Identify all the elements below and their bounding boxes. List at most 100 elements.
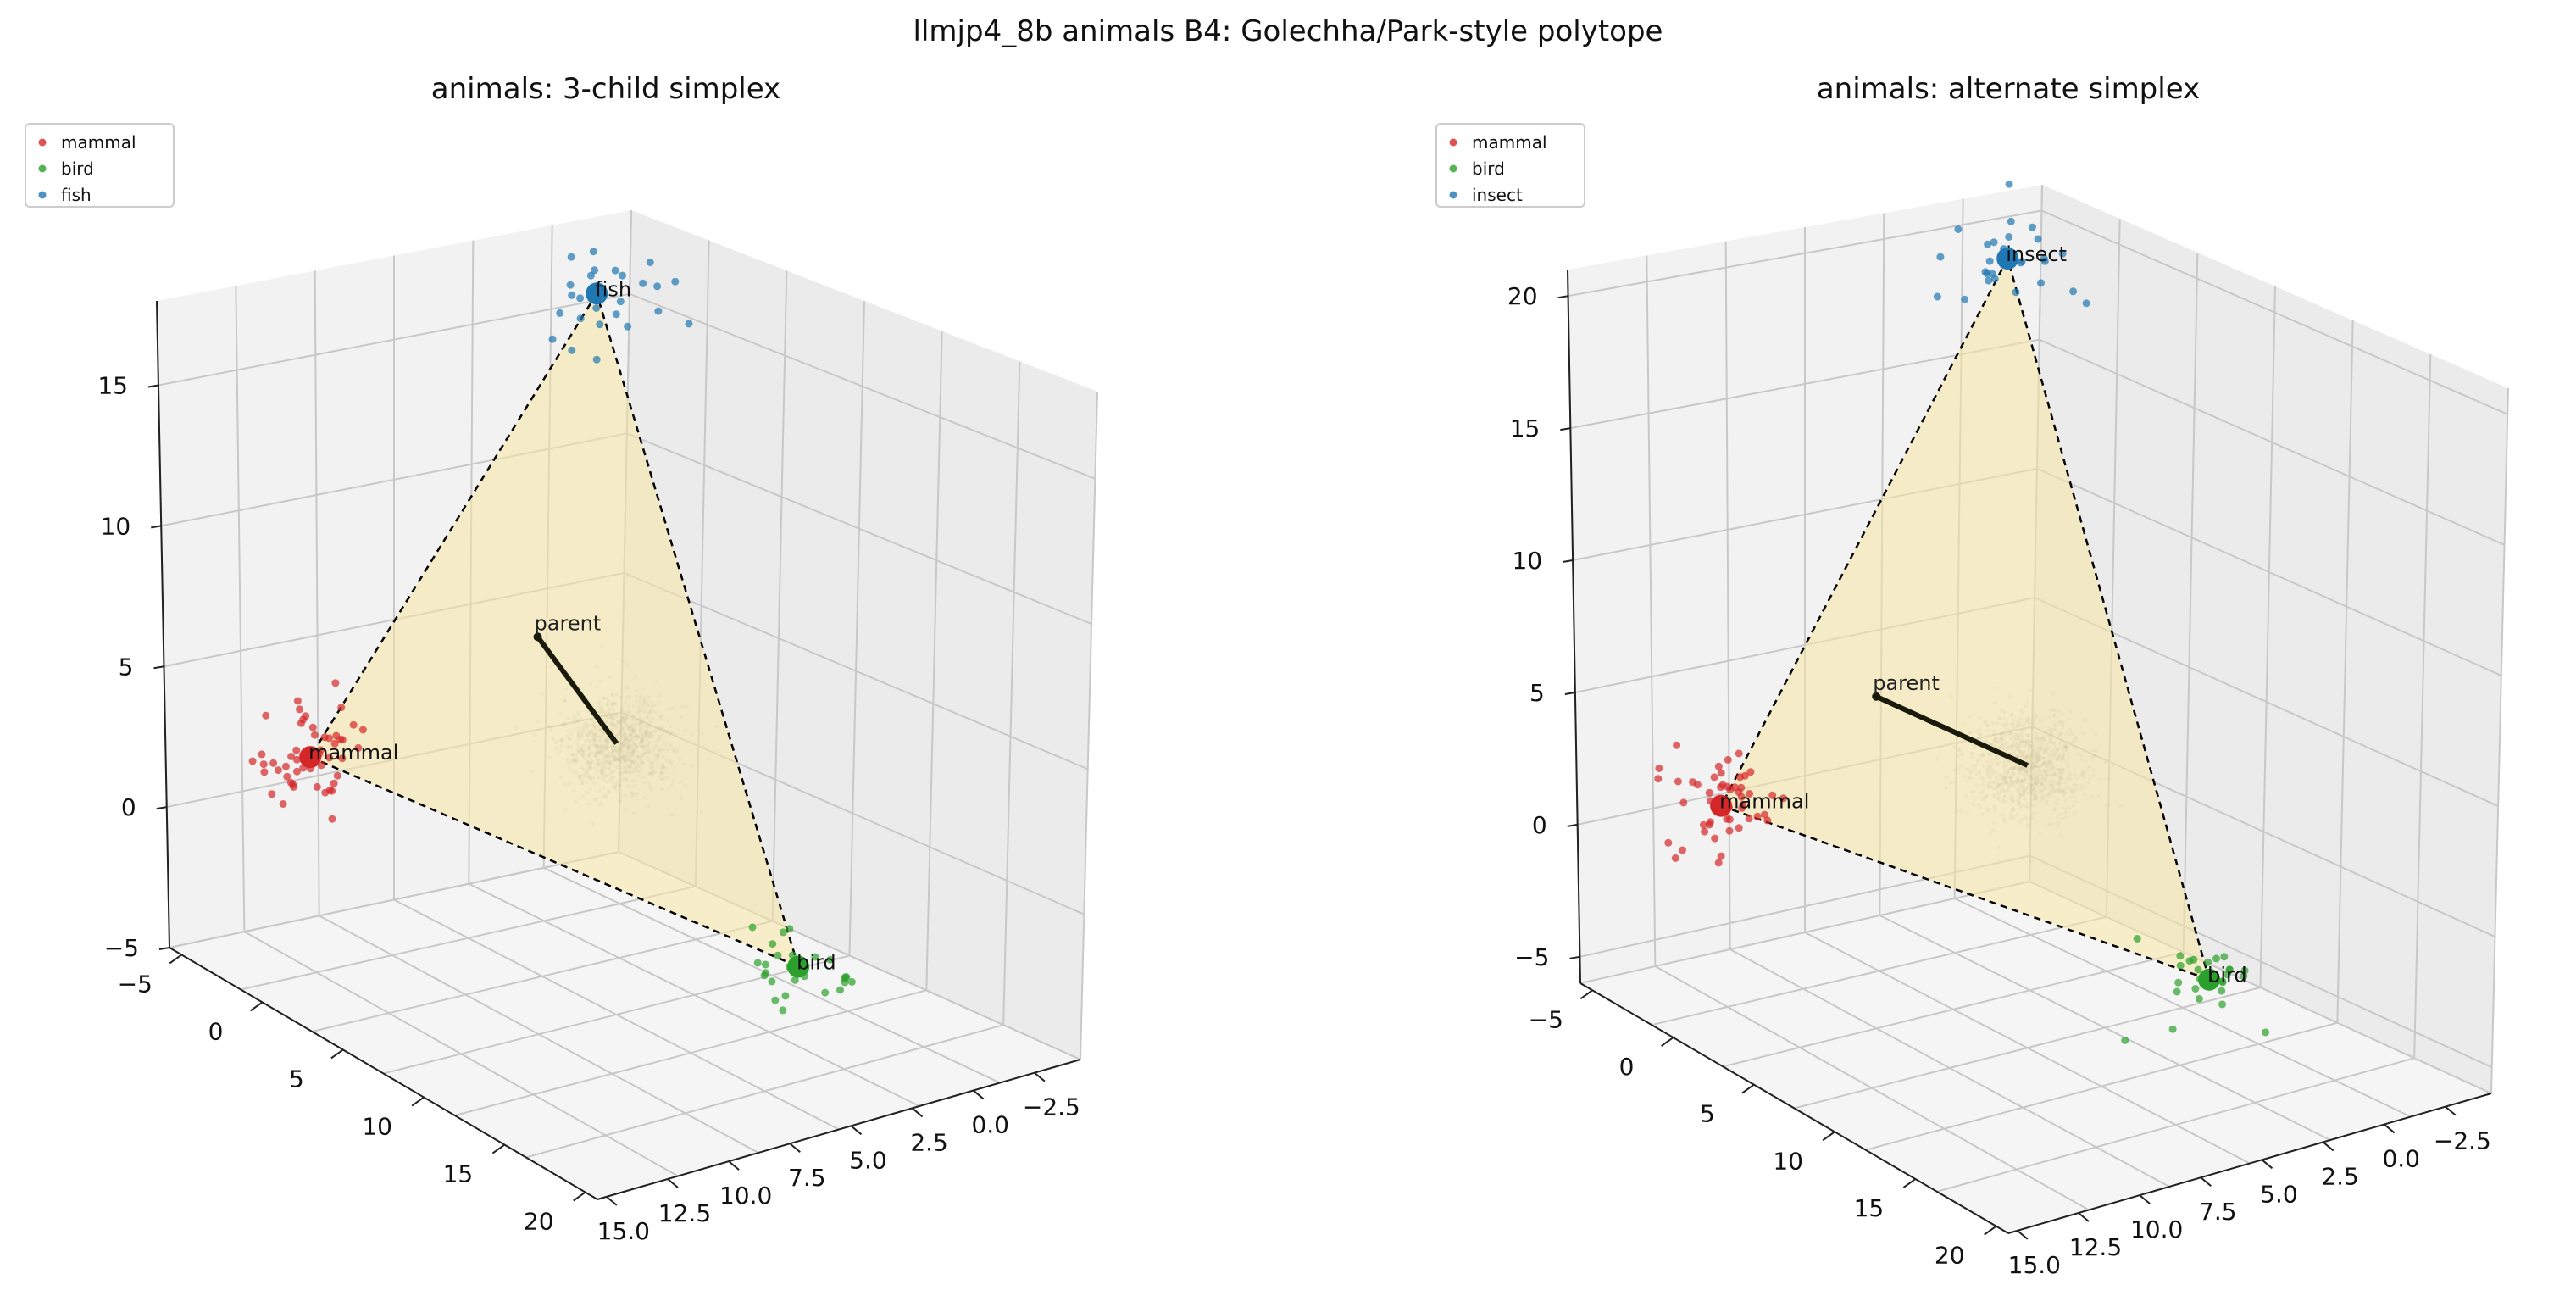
bird-point [2121,1036,2129,1044]
y-tick [1984,1225,1997,1236]
bird-point [2195,994,2203,1003]
insect-point [1933,292,1941,301]
mammal-point [310,731,319,739]
mammal-point [286,778,295,787]
fish-point [612,310,620,319]
legend-box [1435,123,1585,208]
vertex-label-bird: bird [2207,964,2247,987]
y-tick-label: 0 [1619,1053,1635,1081]
simplex-edge [309,756,799,968]
mammal-point [292,746,301,754]
insect-point [2058,249,2067,258]
mammal-point [1711,834,1719,843]
mammal-point [1655,765,1663,772]
bird-point [2176,952,2185,960]
z-tick-label: 0 [1532,811,1547,839]
legend: mammal bird insect [1435,123,1585,208]
vertex-label-fish: fish [595,277,631,301]
legend-label-fish: fish [61,185,92,205]
bird-point [821,988,830,997]
x-tick [2322,1141,2334,1152]
mammal-point [325,754,334,762]
y-tick-label: 15 [443,1160,474,1188]
x-tick-label: 7.5 [2199,1198,2237,1226]
x-tick [1034,1071,1046,1082]
mammal-point [299,715,308,724]
bird-point [841,973,850,982]
gridline [158,292,1096,480]
y-tick [491,1143,506,1154]
y-tick [411,1096,425,1107]
gridline [235,286,246,932]
x-tick [667,1178,679,1188]
mammal-point [1753,812,1762,820]
x-tick [2078,1212,2090,1222]
y-tick [1579,989,1593,1000]
bird-point [2262,1028,2270,1037]
x-tick-label: −2.5 [2434,1127,2491,1155]
z-tick [1557,295,1568,299]
fish-point [624,322,632,331]
mammal-point [1679,846,1686,854]
mammal-point [292,755,301,764]
y-tick [249,1001,264,1012]
y-tick-label: 20 [1935,1242,1965,1270]
pane-floor [169,852,1080,1199]
simplex-face [310,293,799,967]
mammal-point [1654,775,1663,783]
vertex-label-bird: bird [797,950,836,974]
mammal-point [268,790,276,798]
y-tick-label: −5 [118,970,153,998]
y-tick [330,1048,344,1060]
x-tick [728,1160,740,1171]
mammal-point [1701,827,1709,836]
z-tick-label: 15 [1510,414,1541,442]
mammal-point [1673,741,1681,749]
fish-point [592,355,601,364]
mammal-point [1738,804,1746,812]
panel-2-title: animals: alternate simplex [1817,72,2200,106]
bird-point [771,996,780,1004]
x-tick-label: 10.0 [719,1182,772,1210]
fish-point [567,253,575,261]
fish-point [611,266,619,275]
bird-point [779,1006,787,1015]
mammal-point [1706,818,1714,826]
vertex-bird [2198,968,2221,991]
mammal-point [321,788,330,797]
mammal-point [269,759,278,767]
x-tick-label: 15.0 [597,1217,650,1245]
legend-label-bird: bird [1472,159,1505,179]
legend-box [25,123,175,208]
mammal-point [1679,798,1688,807]
mammal-point [1737,793,1746,801]
mammal-point [333,771,341,780]
x-tick [2139,1194,2151,1204]
z-tick-label: 5 [1530,679,1545,707]
mammal-point [1745,815,1753,823]
x-tick [2261,1159,2273,1170]
fish-point [589,248,597,256]
mammal-point [1735,749,1743,758]
insect-point [2037,279,2045,287]
x-tick-label: 12.5 [2069,1233,2122,1261]
simplex-edge [309,292,598,758]
panel-1-title: animals: 3-child simplex [431,72,780,106]
z-tick [1562,559,1574,564]
mammal-point [1717,769,1725,777]
legend-marker-mammal [1449,138,1457,147]
bird-point [779,928,787,937]
mammal-point [337,704,346,712]
x-tick-label: 15.0 [2008,1251,2061,1279]
y-tick-label: 10 [362,1113,392,1141]
bird-point [2218,1000,2226,1009]
x-tick-label: 2.5 [910,1128,948,1156]
vertex-bird [787,955,810,978]
bird-point [2133,935,2141,943]
mammal-point [331,679,340,687]
legend-label-insect: insect [1472,185,1523,205]
x-tick [2200,1176,2212,1187]
mammal-point [358,726,367,734]
mammal-point [1746,790,1754,798]
mammal-point [1735,824,1743,832]
